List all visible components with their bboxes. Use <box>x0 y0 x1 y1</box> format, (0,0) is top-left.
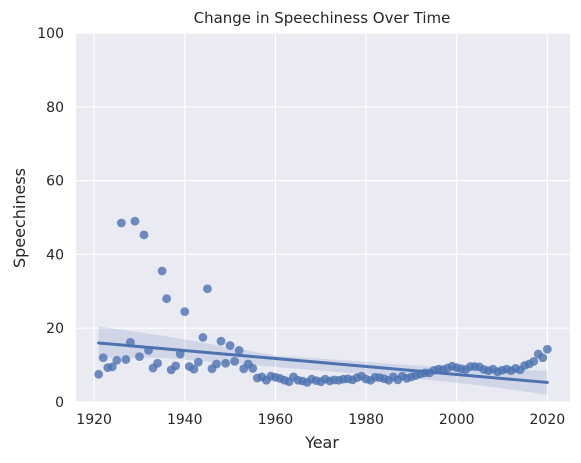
regression-line-path <box>97 341 549 384</box>
x-tick-label: 2020 <box>530 412 566 428</box>
chart-title: Change in Speechiness Over Time <box>194 9 451 27</box>
tick-labels: 1920 1940 1960 1980 2000 2020 0 20 40 60 80 100 <box>37 26 565 428</box>
data-point <box>538 353 548 363</box>
y-axis-label: Speechiness <box>10 168 29 268</box>
data-point <box>116 218 126 228</box>
data-point <box>94 369 104 379</box>
data-point <box>180 307 190 316</box>
x-tick-label: 1920 <box>76 412 112 428</box>
x-tick-label: 1980 <box>348 412 384 428</box>
data-point <box>130 216 140 226</box>
data-point <box>121 355 131 364</box>
y-tick-label: 0 <box>55 395 64 411</box>
data-point <box>529 357 539 366</box>
data-point <box>221 358 230 368</box>
data-point <box>212 359 221 369</box>
y-tick-label: 100 <box>37 26 64 42</box>
y-tick-label: 20 <box>46 321 64 337</box>
x-tick-label: 2000 <box>439 412 475 428</box>
data-point <box>542 344 552 354</box>
y-tick-label: 60 <box>46 174 64 190</box>
grid-lines <box>76 32 570 403</box>
data-point <box>230 357 240 366</box>
x-tick-label: 1940 <box>167 412 203 428</box>
data-point <box>112 355 122 365</box>
data-point <box>157 266 167 276</box>
x-tick-label: 1960 <box>258 412 294 428</box>
data-point <box>193 357 203 367</box>
regression-line <box>97 341 549 384</box>
data-point <box>153 358 162 368</box>
data-point <box>107 362 117 372</box>
data-point <box>139 230 149 240</box>
y-tick-label: 40 <box>46 247 64 263</box>
data-point <box>234 345 244 355</box>
data-point <box>171 361 181 371</box>
confidence-band <box>98 326 548 395</box>
data-point <box>225 341 235 350</box>
data-point <box>248 364 258 373</box>
data-point <box>216 336 226 346</box>
confidence-band-area <box>98 326 548 395</box>
data-point <box>203 284 212 294</box>
data-point <box>162 294 172 304</box>
data-point <box>198 333 208 342</box>
data-point <box>135 352 144 362</box>
data-point <box>189 364 199 374</box>
y-tick-label: 80 <box>46 100 64 116</box>
x-axis-label: Year <box>304 433 339 452</box>
plot-area-background <box>76 33 570 402</box>
data-point <box>98 353 108 363</box>
